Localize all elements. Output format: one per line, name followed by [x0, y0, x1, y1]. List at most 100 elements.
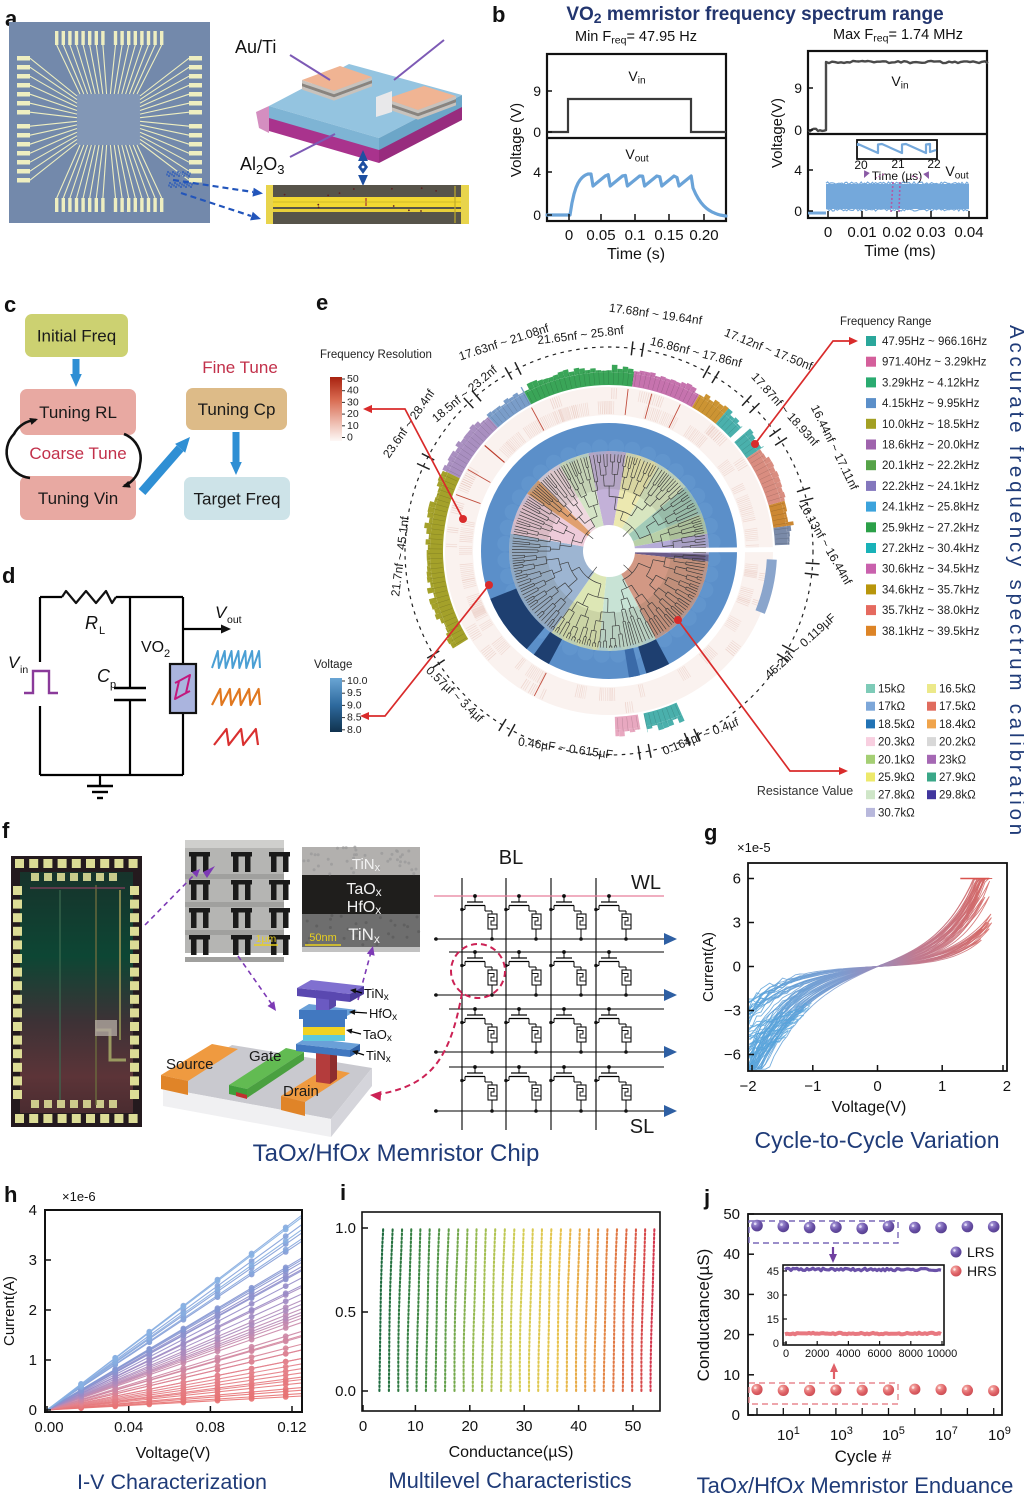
svg-text:30: 30: [767, 1290, 779, 1302]
svg-text:−6: −6: [724, 1047, 741, 1064]
svg-text:105: 105: [882, 1425, 905, 1444]
svg-text:c: c: [4, 292, 16, 317]
svg-text:27.8kΩ: 27.8kΩ: [878, 790, 915, 802]
svg-text:0: 0: [824, 224, 832, 241]
svg-text:0.01: 0.01: [847, 224, 876, 241]
svg-text:Gate: Gate: [249, 1048, 282, 1065]
svg-text:40: 40: [570, 1418, 587, 1435]
svg-text:0.04: 0.04: [114, 1419, 143, 1436]
svg-text:Target Freq: Target Freq: [194, 490, 281, 509]
svg-text:18.5kΩ: 18.5kΩ: [878, 719, 915, 731]
svg-text:Voltage(V): Voltage(V): [832, 1099, 907, 1116]
svg-text:0: 0: [565, 227, 573, 244]
svg-text:9: 9: [533, 83, 541, 99]
svg-text:30: 30: [516, 1418, 533, 1435]
svg-text:Tuning Vin: Tuning Vin: [38, 489, 118, 508]
svg-text:17.5kΩ: 17.5kΩ: [939, 701, 976, 713]
svg-text:Voltage(V): Voltage(V): [136, 1445, 211, 1462]
svg-text:23.6nf ~ 28.4nf: 23.6nf ~ 28.4nf: [380, 386, 438, 460]
svg-text:Time (s): Time (s): [607, 246, 665, 263]
svg-text:HfOx: HfOx: [369, 1006, 397, 1023]
svg-text:1.0: 1.0: [335, 1220, 356, 1237]
svg-text:out: out: [227, 614, 242, 626]
svg-text:107: 107: [935, 1425, 958, 1444]
svg-text:Au/Ti: Au/Ti: [235, 37, 276, 57]
svg-text:4: 4: [533, 164, 541, 180]
svg-text:10.0kHz ~ 18.5kHz: 10.0kHz ~ 18.5kHz: [882, 419, 980, 431]
svg-text:3: 3: [29, 1252, 37, 1269]
svg-text:Cycle #: Cycle #: [835, 1447, 892, 1466]
svg-text:9.0: 9.0: [347, 699, 362, 711]
svg-text:0.05: 0.05: [586, 227, 615, 244]
svg-text:2: 2: [164, 648, 170, 660]
svg-text:30.7kΩ: 30.7kΩ: [878, 807, 915, 819]
svg-text:HfOx: HfOx: [347, 899, 381, 917]
svg-text:Current(A): Current(A): [700, 932, 717, 1002]
svg-text:0.46µF ~ 0.615µF: 0.46µF ~ 0.615µF: [517, 734, 614, 761]
svg-text:0: 0: [732, 1407, 740, 1424]
svg-text:Initial Freq: Initial Freq: [37, 327, 116, 346]
svg-text:34.6kHz ~ 35.7kHz: 34.6kHz ~ 35.7kHz: [882, 584, 980, 596]
svg-text:9.5: 9.5: [347, 687, 362, 699]
svg-text:103: 103: [830, 1425, 853, 1444]
svg-text:30: 30: [723, 1286, 740, 1303]
svg-text:p: p: [110, 679, 116, 691]
svg-text:20: 20: [854, 158, 868, 172]
svg-text:38.1kHz ~ 39.5kHz: 38.1kHz ~ 39.5kHz: [882, 626, 980, 638]
svg-text:−3: −3: [724, 1003, 741, 1020]
svg-text:Voltage: Voltage: [314, 659, 352, 671]
svg-text:18.6kHz ~ 20.0kHz: 18.6kHz ~ 20.0kHz: [882, 440, 980, 452]
svg-text:20.1kHz ~ 22.2kHz: 20.1kHz ~ 22.2kHz: [882, 460, 980, 472]
svg-text:16.44nf ~ 17.11nf: 16.44nf ~ 17.11nf: [808, 402, 862, 492]
svg-text:V: V: [8, 653, 21, 672]
svg-text:0.08: 0.08: [196, 1419, 225, 1436]
svg-text:25.9kΩ: 25.9kΩ: [878, 772, 915, 784]
svg-text:40: 40: [347, 385, 359, 397]
svg-text:10000: 10000: [927, 1348, 958, 1360]
svg-text:27.9kΩ: 27.9kΩ: [939, 772, 976, 784]
svg-text:15kΩ: 15kΩ: [878, 684, 906, 696]
svg-text:15: 15: [767, 1314, 779, 1326]
svg-text:Drain: Drain: [283, 1083, 319, 1100]
svg-text:TaOx: TaOx: [363, 1027, 392, 1044]
svg-text:0: 0: [533, 207, 541, 223]
svg-text:b: b: [492, 2, 505, 27]
svg-text:25.9kHz ~ 27.2kHz: 25.9kHz ~ 27.2kHz: [882, 522, 980, 534]
svg-text:0: 0: [794, 203, 802, 219]
svg-text:SL: SL: [630, 1116, 654, 1138]
svg-text:L: L: [99, 625, 105, 637]
svg-text:21.65nf ~ 25.8nf: 21.65nf ~ 25.8nf: [536, 323, 625, 348]
svg-text:0: 0: [29, 1402, 37, 1419]
svg-text:50nm: 50nm: [309, 932, 337, 944]
svg-text:Resistance Value: Resistance Value: [757, 784, 853, 798]
svg-text:6: 6: [733, 871, 741, 888]
svg-text:2000: 2000: [805, 1348, 829, 1360]
svg-text:Max Freq= 1.74 MHz: Max Freq= 1.74 MHz: [833, 27, 963, 45]
svg-text:f: f: [2, 818, 10, 843]
svg-text:0.12: 0.12: [277, 1419, 306, 1436]
svg-text:VO2 memristor frequency spectr: VO2 memristor frequency spectrum range: [566, 4, 943, 26]
svg-text:R: R: [85, 613, 98, 633]
svg-text:30: 30: [347, 396, 359, 408]
svg-text:−2: −2: [740, 1078, 757, 1095]
svg-text:×1e-5: ×1e-5: [737, 840, 771, 855]
svg-text:1: 1: [938, 1078, 946, 1095]
svg-text:Frequency Range: Frequency Range: [840, 316, 931, 328]
svg-text:0: 0: [359, 1418, 367, 1435]
svg-text:10.0: 10.0: [347, 675, 368, 687]
svg-text:4.15kHz ~ 9.95kHz: 4.15kHz ~ 9.95kHz: [882, 398, 980, 410]
svg-text:0.20: 0.20: [689, 227, 718, 244]
svg-text:2: 2: [29, 1302, 37, 1319]
svg-text:Conductance(µS): Conductance(µS): [694, 1249, 713, 1382]
svg-text:0.5: 0.5: [335, 1304, 356, 1321]
svg-text:TaOx/HfOx Memristor Enduance: TaOx/HfOx Memristor Enduance: [697, 1473, 1014, 1498]
svg-text:Frequency Resolution: Frequency Resolution: [320, 349, 432, 361]
svg-text:−1: −1: [804, 1078, 821, 1095]
svg-text:Accurate frequency spectrum ca: Accurate frequency spectrum calibration: [1005, 325, 1024, 839]
svg-text:30.6kHz ~ 34.5kHz: 30.6kHz ~ 34.5kHz: [882, 564, 980, 576]
svg-text:in: in: [20, 664, 28, 676]
svg-text:50: 50: [625, 1418, 642, 1435]
svg-text:9: 9: [794, 80, 802, 96]
svg-text:1µm: 1µm: [256, 933, 277, 945]
svg-text:47.95Hz ~ 966.16Hz: 47.95Hz ~ 966.16Hz: [882, 336, 987, 348]
